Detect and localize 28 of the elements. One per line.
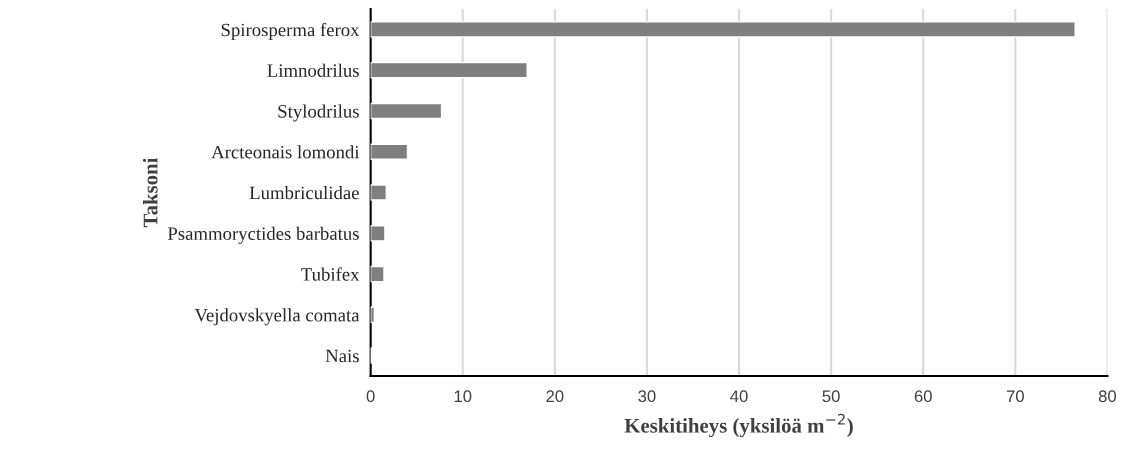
x-tick-label: 60 (914, 390, 932, 403)
bar (370, 184, 387, 201)
y-tick-label: Lumbriculidae (249, 186, 359, 200)
x-tick-label: 0 (366, 390, 375, 403)
y-tick-label: Spirosperma ferox (221, 22, 360, 41)
bar (370, 102, 443, 120)
y-tick-label: Limnodrilus (267, 63, 359, 77)
y-tick-label: Arcteonais lomondi (211, 145, 360, 159)
x-tick-label: 20 (546, 390, 564, 403)
bar (370, 143, 409, 160)
bar (370, 61, 528, 79)
y-tick-label: Psammoryctides barbatus (167, 226, 359, 244)
bar (370, 306, 376, 324)
bar (370, 265, 385, 283)
bar (370, 225, 386, 242)
x-tick-label: 30 (638, 390, 656, 403)
x-tick-label: 40 (730, 390, 748, 403)
y-tick-label: Vejdovskyella comata (194, 308, 360, 326)
y-axis-title: Taksoni (142, 157, 158, 228)
x-tick-label: 70 (1006, 390, 1024, 403)
x-tick-label: 50 (822, 390, 840, 403)
bar (370, 21, 1076, 38)
y-tick-label: Stylodrilus (278, 104, 359, 122)
y-tick-label: Tubifex (301, 267, 360, 281)
x-tick-label: 80 (1098, 390, 1117, 403)
x-axis-title: Keskitiheys (yksilöä m$^{−2}$) (624, 413, 853, 438)
y-tick-label: Nais (325, 349, 359, 363)
x-tick-label: 10 (454, 390, 472, 403)
